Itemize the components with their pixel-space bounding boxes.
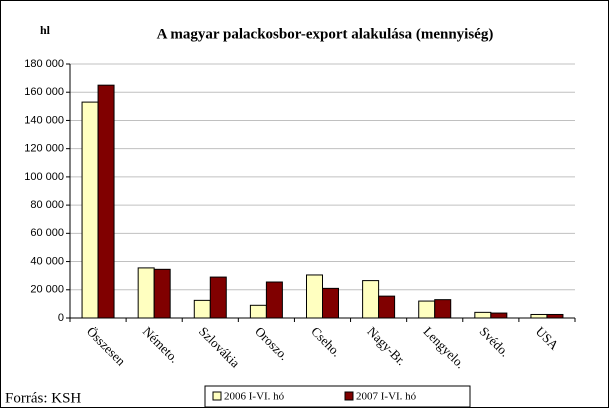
bar xyxy=(137,267,155,319)
y-tick-label: 0 xyxy=(58,312,64,324)
legend-swatch xyxy=(344,391,354,401)
y-tick-label: 60 000 xyxy=(30,227,64,239)
bar xyxy=(362,280,380,319)
y-tick-label: 20 000 xyxy=(30,284,64,296)
legend-swatch xyxy=(212,391,222,401)
source: Forrás: KSH xyxy=(5,390,81,406)
bar xyxy=(306,274,323,319)
bar xyxy=(546,313,564,319)
bar xyxy=(193,299,211,319)
bar xyxy=(490,312,508,319)
y-tick-label: 180 000 xyxy=(24,58,64,70)
bar xyxy=(434,299,452,319)
bar xyxy=(265,281,283,319)
legend-box xyxy=(204,385,471,408)
chart-title: A magyar palackosbor-export alakulása (m… xyxy=(157,26,494,42)
bar xyxy=(81,101,99,319)
bar xyxy=(209,276,227,319)
bar xyxy=(322,287,339,319)
y-tick-label: 160 000 xyxy=(24,86,64,98)
bar xyxy=(474,311,492,319)
bar xyxy=(153,268,171,319)
y-tick-label: 120 000 xyxy=(24,143,64,155)
y-tick-label: 100 000 xyxy=(24,171,64,183)
legend-label: 2007 I-VI. hó xyxy=(356,391,417,403)
legend-label: 2006 I-VI. hó xyxy=(224,391,285,403)
bar xyxy=(418,300,436,319)
bar xyxy=(249,304,267,319)
y-tick-label: 40 000 xyxy=(30,255,64,267)
bar xyxy=(530,313,548,319)
y-tick-label: 80 000 xyxy=(30,199,64,211)
bar xyxy=(378,295,396,319)
y-tick-label: 140 000 xyxy=(24,114,64,126)
y-unit: hl xyxy=(40,23,51,37)
bar xyxy=(97,84,115,319)
